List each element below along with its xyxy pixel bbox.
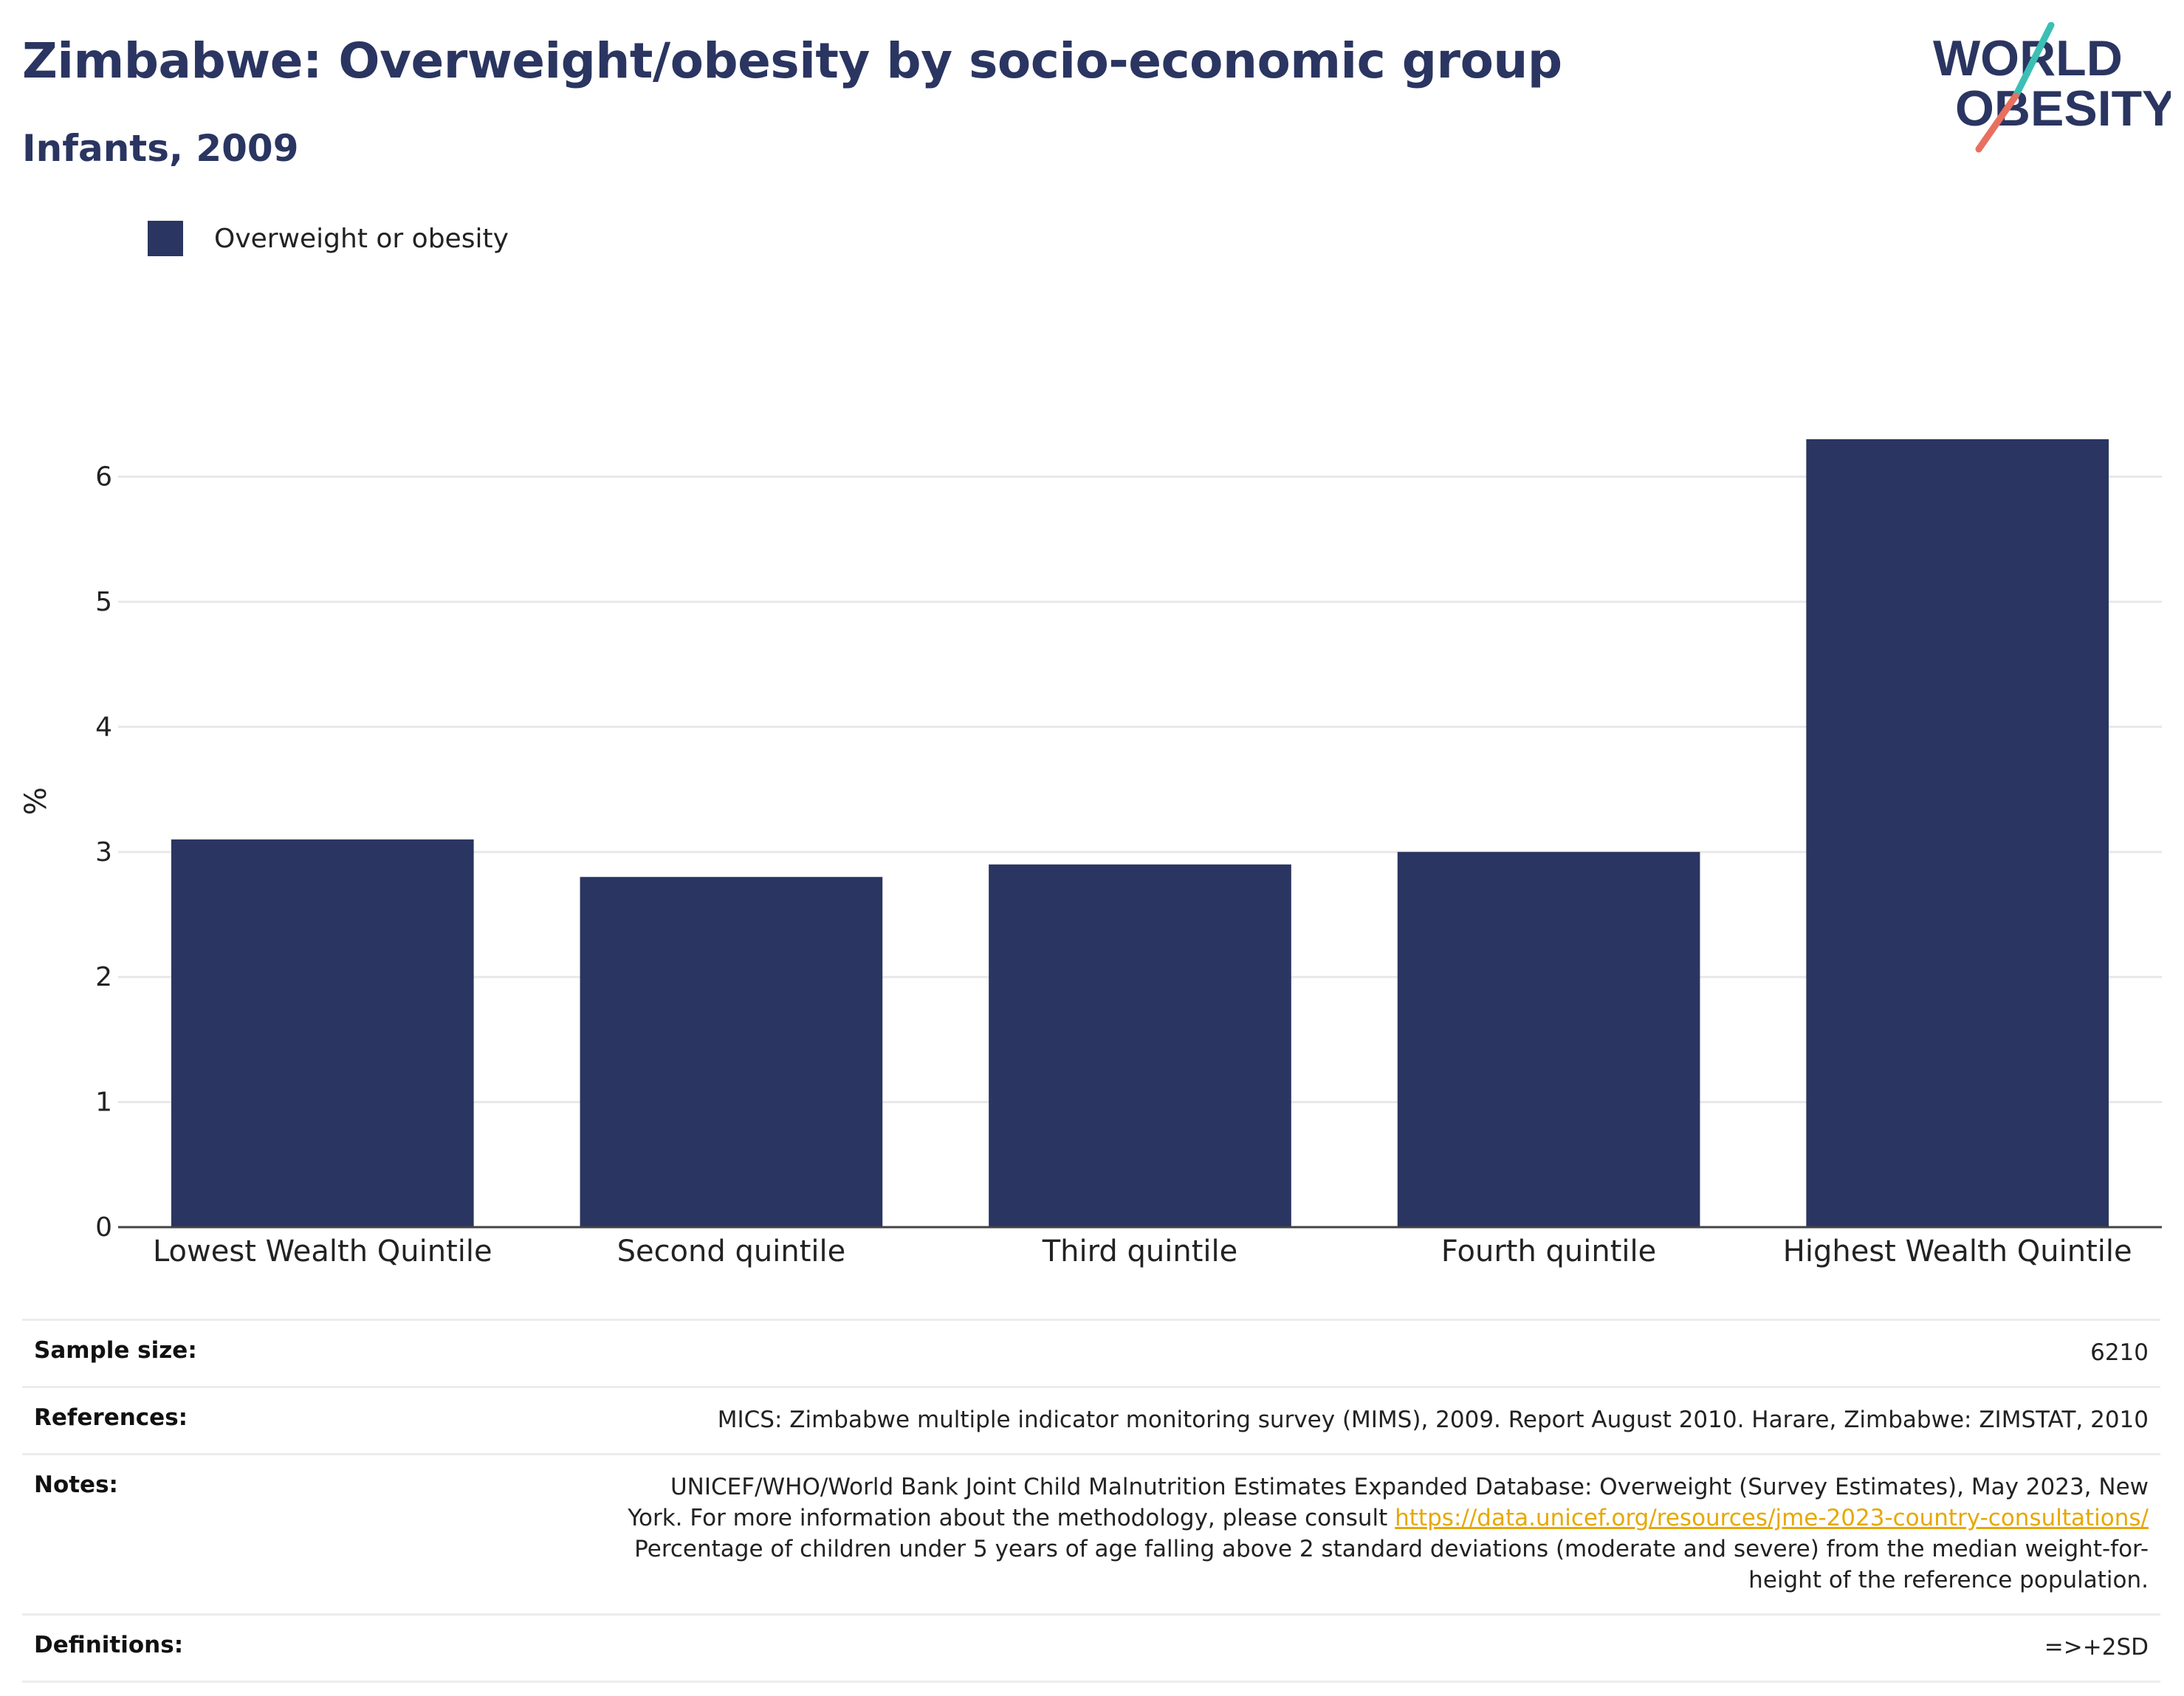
x-category-label: Lowest Wealth Quintile bbox=[153, 1235, 492, 1268]
x-categories: Lowest Wealth Quintile Second quintile Thi… bbox=[153, 1235, 2132, 1268]
bar[interactable] bbox=[580, 876, 883, 1227]
logo-slash-teal bbox=[2012, 22, 2055, 100]
y-tick-label: 6 bbox=[95, 462, 112, 492]
references-value: MICS: Zimbabwe multiple indicator monito… bbox=[717, 1407, 2149, 1433]
bar[interactable] bbox=[171, 839, 474, 1227]
bar[interactable] bbox=[1806, 439, 2109, 1228]
references-label: References: bbox=[34, 1404, 188, 1431]
bar-chart: 0 1 2 3 4 5 6 Lowest Wealth Quintile Second qui… bbox=[19, 439, 2162, 1268]
legend: Overweight or obesity bbox=[148, 220, 509, 257]
notes-line1: UNICEF/WHO/World Bank Joint Child Malnut… bbox=[670, 1474, 2149, 1500]
x-category-label: Third quintile bbox=[1042, 1235, 1237, 1268]
sample-size-value: 6210 bbox=[2090, 1339, 2149, 1366]
x-category-label: Second quintile bbox=[617, 1235, 846, 1268]
notes-label: Notes: bbox=[34, 1472, 118, 1498]
legend-swatch bbox=[148, 221, 183, 256]
x-category-label: Highest Wealth Quintile bbox=[1783, 1235, 2132, 1268]
methodology-link[interactable]: https://data.unicef.org/resources/jme-20… bbox=[1395, 1505, 2149, 1531]
notes-line4: height of the reference population. bbox=[1748, 1567, 2149, 1593]
info-table: Sample size: 6210 References: MICS: Zimb… bbox=[22, 1319, 2160, 1683]
legend-label: Overweight or obesity bbox=[214, 223, 509, 254]
y-tick-label: 1 bbox=[95, 1088, 112, 1118]
y-tick-label: 3 bbox=[95, 837, 112, 868]
notes-line2-text: York. For more information about the met… bbox=[628, 1505, 1395, 1531]
sample-size-label: Sample size: bbox=[34, 1337, 197, 1364]
bar[interactable] bbox=[989, 864, 1291, 1227]
y-ticks: 0 1 2 3 4 5 6 bbox=[95, 462, 112, 1243]
y-tick-label: 4 bbox=[95, 712, 112, 742]
chart-title: Zimbabwe: Overweight/obesity by socio-ec… bbox=[22, 32, 1562, 89]
chart-subtitle: Infants, 2009 bbox=[22, 127, 299, 170]
y-tick-label: 5 bbox=[95, 587, 112, 617]
x-category-label: Fourth quintile bbox=[1441, 1235, 1656, 1268]
sample-size-row: Sample size: 6210 bbox=[22, 1319, 2160, 1386]
notes-value: UNICEF/WHO/World Bank Joint Child Malnut… bbox=[628, 1472, 2149, 1596]
logo-slash-coral bbox=[1975, 92, 2019, 153]
definitions-value: =>+2SD bbox=[2044, 1634, 2149, 1661]
references-row: References: MICS: Zimbabwe multiple indi… bbox=[22, 1386, 2160, 1453]
y-axis-label: % bbox=[19, 787, 53, 815]
bar[interactable] bbox=[1397, 851, 1700, 1227]
world-obesity-logo: WORLD OBESITY bbox=[1933, 22, 2171, 153]
notes-line3: Percentage of children under 5 years of … bbox=[634, 1536, 2149, 1562]
y-tick-label: 0 bbox=[95, 1212, 112, 1243]
definitions-label: Definitions: bbox=[34, 1632, 184, 1658]
notes-line2: York. For more information about the met… bbox=[628, 1503, 2149, 1534]
notes-row: Notes: UNICEF/WHO/World Bank Joint Child… bbox=[22, 1453, 2160, 1613]
definitions-row: Definitions: =>+2SD bbox=[22, 1613, 2160, 1683]
bars bbox=[171, 439, 2109, 1228]
y-tick-label: 2 bbox=[95, 962, 112, 992]
